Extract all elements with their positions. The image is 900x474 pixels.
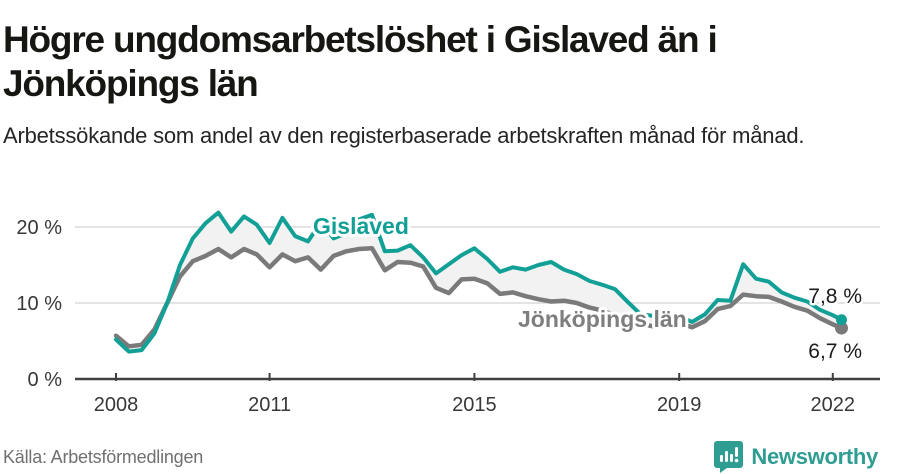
newsworthy-logo: Newsworthy [714,441,878,473]
end-value-label-gislaved: 7,8 % [808,285,862,308]
series-label-gislaved: Gislaved [313,213,409,239]
chart-labels-layer: Gislaved Jönköpings län 7,8 % 6,7 % [310,210,865,366]
x-tick-label: 2015 [452,394,497,416]
y-tick-label: 10 % [16,293,62,315]
x-tick-label: 2008 [94,394,139,416]
end-dot-jonkopings-lan [835,321,849,335]
y-tick-label: 0 % [28,369,63,391]
line-gislaved [114,210,844,354]
series-lines-layer [113,210,844,354]
end-value-label-jonkopings-lan: 6,7 % [808,340,862,363]
y-tick-label: 20 % [16,217,62,239]
axes-layer: 2008 2011 2015 2019 2022 [75,373,880,416]
series-end-dots-layer [835,314,849,335]
chart-subtitle: Arbetssökande som andel av den registerb… [3,123,805,148]
bar-chart-speech-bubble-icon [714,441,744,473]
source-attribution: Källa: Arbetsförmedlingen [3,447,204,467]
end-dot-gislaved [836,314,848,326]
x-tick-label: 2011 [248,394,291,416]
x-tick-label: 2022 [811,394,856,416]
newsworthy-wordmark: Newsworthy [751,444,878,469]
x-tick-label: 2019 [657,394,702,416]
series-label-jonkopings-lan: Jönköpings län [518,306,687,332]
gridlines-layer: 0 % 10 % 20 % [16,217,880,391]
page-title: Högre ungdomsarbetslöshet i Gislaved än … [3,18,718,104]
line-jonkopings-lan [113,246,844,349]
